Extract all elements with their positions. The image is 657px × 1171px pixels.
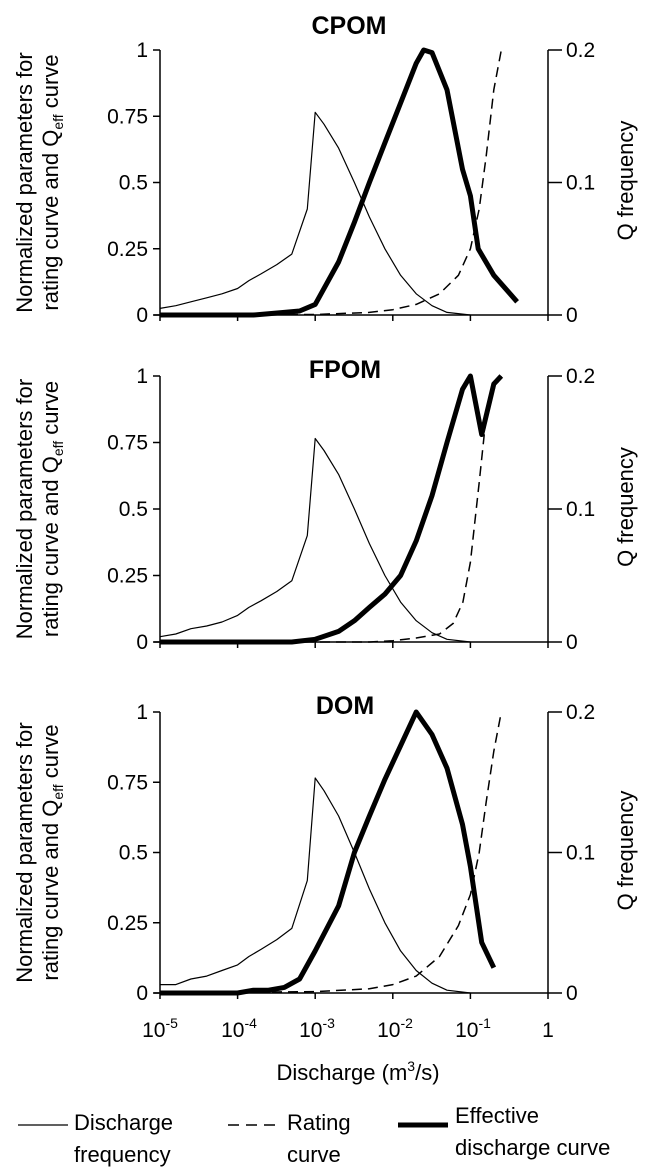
legend-label-rating-curve: Rating: [287, 1110, 351, 1135]
right-tick-label: 0: [566, 304, 578, 327]
left-tick-label: 0.75: [107, 432, 148, 455]
legend: Discharge frequency Rating curve Effecti…: [18, 1103, 610, 1167]
left-tick-label: 0.75: [107, 105, 148, 128]
left-tick-label: 0.25: [107, 238, 148, 261]
right-tick-label: 0.2: [566, 365, 595, 388]
x-tick-label: 10-2: [377, 1015, 413, 1042]
x-tick-label: 10-4: [221, 1015, 257, 1042]
left-tick-label: 0: [136, 982, 148, 1005]
left-tick-label: 0.5: [119, 498, 148, 521]
right-axis-label: Q frequency: [613, 791, 638, 911]
right-axis-label: Q frequency: [613, 447, 638, 567]
left-axis-label-2: rating curve and Qeff curve: [38, 724, 66, 980]
legend-label-effective-discharge-2: discharge curve: [455, 1135, 610, 1160]
x-tick-labels: 10-5 10-4 10-3 10-2 10-1 1: [142, 1015, 554, 1042]
left-tick-label: 0.5: [119, 842, 148, 865]
legend-label-effective-discharge: Effective: [455, 1103, 539, 1128]
series-effective-discharge: [160, 373, 504, 645]
x-tick-label: 10-3: [299, 1015, 335, 1042]
x-tick-label: 1: [542, 1019, 554, 1042]
left-tick-label: 0: [136, 304, 148, 327]
left-axis-label: Normalized parameters for: [12, 379, 37, 639]
legend-label-rating-curve-2: curve: [287, 1142, 341, 1167]
x-axis-label: Discharge (m3/s): [276, 1058, 439, 1085]
left-tick-label: 0.25: [107, 565, 148, 588]
left-tick-label: 0: [136, 631, 148, 654]
panel-title: DOM: [316, 692, 374, 720]
panel-title: FPOM: [309, 356, 381, 384]
right-tick-label: 0.2: [566, 39, 595, 62]
right-tick-label: 0.2: [566, 701, 595, 724]
x-tick-label: 10-1: [455, 1015, 491, 1042]
panel-fpom: FPOM 0 0.25 0.5 0.75 1 0 0.1 0.2 Normalized param…: [12, 356, 638, 654]
left-tick-label: 1: [136, 701, 148, 724]
series-discharge-frequency: [159, 111, 471, 316]
series-rating-curve: [159, 711, 503, 994]
right-tick-label: 0.1: [566, 172, 595, 195]
x-tick-label: 10-5: [142, 1015, 178, 1042]
series-rating-curve: [160, 375, 502, 643]
series-effective-discharge: [160, 47, 519, 318]
left-tick-label: 0.25: [107, 912, 148, 935]
right-tick-label: 0.1: [566, 498, 595, 521]
right-tick-label: 0: [566, 982, 578, 1005]
left-axis-label-2: rating curve and Qeff curve: [38, 381, 66, 637]
right-tick-label: 0: [566, 631, 578, 654]
left-axis-label: Normalized parameters for: [12, 722, 37, 982]
right-axis-label: Q frequency: [613, 121, 638, 241]
series-discharge-frequency: [159, 437, 471, 643]
left-axis-label-2: rating curve and Qeff curve: [38, 54, 66, 310]
panel-cpom: CPOM 0 0.25 0.5 0.75 1 0 0.1 0.2 Normalized param…: [12, 12, 638, 327]
panel-title: CPOM: [312, 12, 387, 40]
legend-label-discharge-frequency: Discharge: [74, 1110, 173, 1135]
left-tick-label: 0.5: [119, 172, 148, 195]
series-rating-curve: [159, 49, 503, 316]
left-tick-label: 1: [136, 39, 148, 62]
series-discharge-frequency: [160, 777, 471, 994]
legend-label-discharge-frequency-2: frequency: [74, 1142, 171, 1167]
left-tick-label: 1: [136, 365, 148, 388]
panel-dom: DOM 0 0.25 0.5 0.75 1 0 0.1 0.2 Normalized parame…: [12, 692, 638, 1005]
right-tick-label: 0.1: [566, 842, 595, 865]
series-effective-discharge: [160, 709, 497, 996]
left-tick-label: 0.75: [107, 771, 148, 794]
left-axis-label: Normalized parameters for: [12, 52, 37, 312]
